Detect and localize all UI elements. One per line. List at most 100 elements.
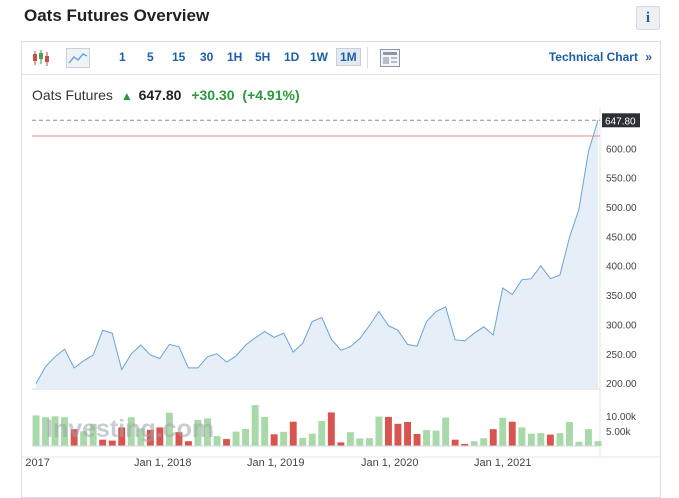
- layout-icon[interactable]: [379, 48, 401, 68]
- y-tick-label: 600.00: [606, 144, 637, 155]
- price-line: [35, 120, 599, 384]
- y-tick-label: 500.00: [606, 203, 637, 214]
- volume-bar: [480, 438, 488, 446]
- volume-bar: [346, 432, 354, 446]
- volume-bar: [289, 421, 297, 446]
- y-tick-label: 350.00: [606, 291, 637, 302]
- volume-bar: [423, 430, 430, 446]
- area-chart-icon[interactable]: [66, 48, 90, 68]
- info-icon[interactable]: i: [636, 6, 660, 30]
- price-area: [36, 120, 598, 390]
- volume-bar: [137, 428, 145, 446]
- volume-bar: [585, 429, 592, 446]
- volume-bar: [165, 412, 173, 446]
- volume-bar: [394, 423, 402, 446]
- up-arrow-icon: ▲: [120, 89, 133, 103]
- volume-bar: [385, 416, 392, 446]
- volume-bar: [413, 434, 421, 446]
- price-chart[interactable]: 200.00 250.00 300.00 350.00 400.00 450.00 500.…: [22, 42, 660, 497]
- volume-bar: [261, 416, 269, 446]
- y-tick-label: 300.00: [606, 320, 637, 331]
- instrument-name: Oats Futures: [32, 87, 113, 103]
- volume-bar: [518, 427, 526, 446]
- volume-bar: [308, 433, 316, 446]
- volume-bar: [204, 418, 211, 446]
- x-tick-label: Jan 1, 2021: [474, 457, 532, 469]
- interval-1w[interactable]: 1W: [310, 50, 328, 64]
- volume-bar: [156, 427, 164, 446]
- volume-bar: [61, 417, 68, 446]
- watermark-logo: Investing.com: [46, 415, 214, 443]
- interval-5h[interactable]: 5H: [255, 50, 271, 64]
- technical-chart-label: Technical Chart: [548, 50, 638, 64]
- volume-bar: [146, 429, 154, 446]
- interval-1h[interactable]: 1H: [227, 50, 243, 64]
- volume-bar: [461, 443, 469, 446]
- page-title: Oats Futures Overview: [24, 6, 210, 25]
- volume-bar: [432, 430, 440, 446]
- volume-bar: [404, 422, 411, 446]
- volume-bar: [185, 441, 192, 446]
- interval-1d[interactable]: 1D: [284, 50, 300, 64]
- volume-bar: [51, 416, 59, 446]
- y-tick-label: 450.00: [606, 232, 637, 243]
- volume-bar: [80, 431, 88, 446]
- y-tick-label: 400.00: [606, 262, 637, 273]
- volume-tick-label: 5.00k: [606, 427, 631, 438]
- toolbar-divider: [367, 47, 368, 69]
- interval-5[interactable]: 5: [147, 50, 154, 64]
- y-tick-label: 550.00: [606, 174, 637, 185]
- volume-bar: [70, 429, 78, 446]
- interval-15[interactable]: 15: [172, 50, 186, 64]
- volume-bar: [366, 438, 373, 446]
- volume-bar: [594, 441, 602, 446]
- last-price-tag: [602, 113, 640, 128]
- volume-bar: [223, 439, 230, 446]
- volume-bar: [232, 431, 240, 446]
- volume-bar: [108, 440, 116, 446]
- volume-bar: [42, 417, 49, 446]
- volume-bar: [566, 422, 573, 446]
- technical-chart-link[interactable]: Technical Chart »: [549, 50, 652, 64]
- volume-bar: [270, 434, 278, 446]
- chart-toolbar: 1 5 15 30 1H 5H 1D 1W 1M Technical Chart…: [22, 42, 660, 75]
- interval-1m[interactable]: 1M: [336, 48, 361, 66]
- volume-bar: [251, 405, 259, 446]
- volume-bar: [489, 429, 497, 446]
- volume-bar: [375, 416, 383, 446]
- volume-bar: [508, 421, 516, 446]
- volume-bar: [356, 438, 364, 446]
- volume-bar: [32, 415, 40, 446]
- volume-bar: [537, 433, 545, 446]
- y-tick-label: 250.00: [606, 350, 637, 361]
- volume-bar: [213, 436, 221, 446]
- candlestick-icon[interactable]: [30, 48, 52, 68]
- last-price-label: 647.80: [605, 116, 636, 127]
- volume-bar: [527, 433, 535, 446]
- volume-bar: [175, 432, 183, 446]
- volume-bar: [556, 433, 564, 446]
- chevron-right-icon: »: [645, 50, 652, 64]
- volume-bar: [242, 428, 249, 446]
- volume-bar: [575, 441, 583, 446]
- volume-bar: [470, 441, 478, 446]
- volume-bar: [127, 417, 135, 446]
- y-tick-label: 200.00: [606, 379, 637, 390]
- x-tick-label: Jan 1, 2020: [361, 457, 419, 469]
- volume-bar: [89, 423, 97, 446]
- x-tick-label: n 1, 2017: [22, 457, 50, 469]
- chart-panel: 1 5 15 30 1H 5H 1D 1W 1M Technical Chart…: [21, 41, 661, 498]
- interval-1[interactable]: 1: [119, 50, 126, 64]
- volume-bar: [299, 437, 307, 446]
- volume-bar: [280, 431, 288, 446]
- volume-bar: [337, 442, 345, 446]
- interval-30[interactable]: 30: [200, 50, 214, 64]
- x-tick-label: Jan 1, 2019: [247, 457, 305, 469]
- volume-bar: [442, 417, 450, 446]
- volume-bar: [327, 412, 335, 446]
- volume-bar: [99, 439, 107, 446]
- volume-tick-label: 10.00k: [606, 412, 637, 423]
- price-change: +30.30: [191, 87, 235, 103]
- x-tick-label: Jan 1, 2018: [134, 457, 192, 469]
- volume-bar: [194, 419, 202, 446]
